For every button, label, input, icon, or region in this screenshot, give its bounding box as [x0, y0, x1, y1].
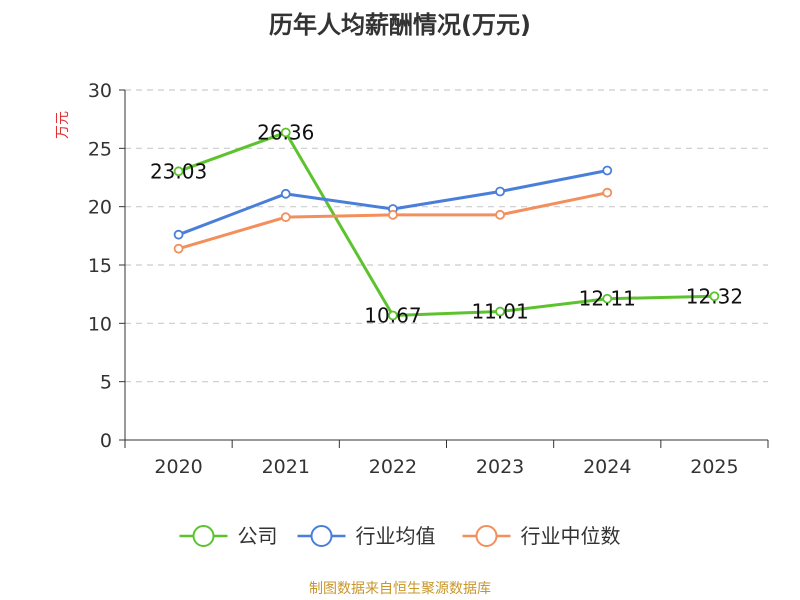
- series-line-2: [178, 191, 608, 251]
- data-point-2-1: [280, 212, 291, 223]
- chart-title: 历年人均薪酬情况(万元): [269, 11, 531, 39]
- data-point-1-0: [173, 229, 184, 240]
- series-2: [173, 187, 613, 254]
- legend[interactable]: 公司 行业均值 行业中位数: [179, 524, 621, 548]
- data-point-2-4: [602, 187, 613, 198]
- data-point-0-0: [173, 166, 184, 177]
- x-tick-label-2024: 2024: [583, 456, 631, 478]
- data-label-0-4: 12.11: [579, 287, 636, 311]
- data-label-0-1: 26.36: [257, 120, 314, 144]
- x-tick-label-2022: 2022: [369, 456, 417, 478]
- data-point-2-2: [388, 209, 398, 220]
- data-label-0-3: 11.01: [471, 300, 528, 324]
- data-point-0-5: [709, 291, 720, 302]
- data-point-0-2: [388, 310, 398, 321]
- series-line-1: [178, 169, 608, 237]
- legend-marker-1: [310, 525, 333, 547]
- x-tick-label-2021: 2021: [262, 456, 310, 478]
- data-point-1-4: [602, 165, 613, 176]
- y-tick-label-20: 20: [88, 197, 112, 219]
- x-tick-label-2020: 2020: [154, 456, 202, 478]
- y-tick-label-30: 30: [88, 80, 112, 102]
- legend-label-2: 行业中位数: [521, 524, 621, 548]
- series-line-0: [178, 130, 715, 318]
- legend-marker-2: [475, 525, 498, 547]
- legend-label-0: 公司: [238, 524, 278, 548]
- y-axis-label: 万元: [55, 111, 71, 139]
- data-point-1-1: [280, 188, 291, 199]
- y-tick-label-5: 5: [100, 372, 112, 394]
- data-point-0-1: [280, 127, 291, 138]
- legend-marker-0: [192, 525, 215, 547]
- y-tick-label-0: 0: [100, 430, 112, 452]
- x-tick-label-2025: 2025: [690, 456, 738, 478]
- legend-label-1: 行业均值: [356, 524, 436, 548]
- data-point-0-4: [602, 293, 613, 304]
- y-tick-label-25: 25: [88, 138, 112, 160]
- y-tick-label-10: 10: [88, 313, 112, 335]
- data-point-0-3: [495, 306, 505, 317]
- data-labels: 23.03 26.36 10.67 11.01 12.11 12.32: [150, 120, 743, 327]
- data-label-0-0: 23.03: [150, 159, 207, 183]
- x-tick-label-2023: 2023: [476, 456, 524, 478]
- data-point-1-3: [495, 186, 505, 197]
- grid-lines: [125, 89, 768, 383]
- legend-item-1[interactable]: 行业均值: [297, 524, 436, 548]
- series-1: [173, 165, 613, 240]
- data-point-2-3: [495, 209, 505, 220]
- series-layer: [173, 127, 720, 321]
- data-label-0-2: 10.67: [364, 304, 421, 328]
- source-footer: 制图数据来自恒生聚源数据库: [309, 581, 491, 597]
- data-label-0-5: 12.32: [686, 284, 743, 308]
- legend-item-2[interactable]: 行业中位数: [462, 524, 621, 548]
- series-0: [173, 127, 720, 321]
- data-point-2-0: [173, 243, 184, 254]
- legend-item-0[interactable]: 公司: [179, 524, 278, 548]
- y-tick-label-15: 15: [88, 255, 112, 277]
